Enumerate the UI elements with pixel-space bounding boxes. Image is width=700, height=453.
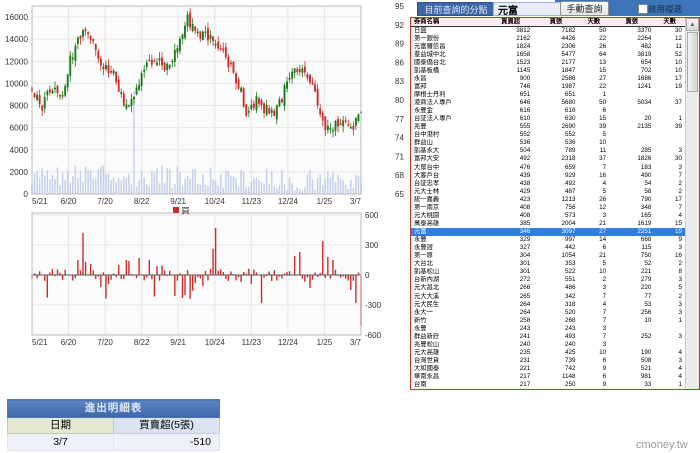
svg-text:-300: -300 — [365, 301, 382, 310]
svg-text:9/21: 9/21 — [170, 197, 186, 206]
svg-text:7/20: 7/20 — [97, 197, 113, 206]
svg-text:5/21: 5/21 — [32, 197, 48, 206]
svg-text:3/7: 3/7 — [350, 338, 362, 347]
svg-text:86: 86 — [395, 58, 404, 67]
svg-text:-600: -600 — [365, 331, 382, 340]
svg-text:7/20: 7/20 — [97, 338, 113, 347]
svg-text:65: 65 — [395, 190, 404, 199]
svg-text:6/20: 6/20 — [61, 338, 77, 347]
svg-text:8/22: 8/22 — [134, 338, 150, 347]
svg-text:2000: 2000 — [10, 167, 29, 177]
svg-text:16000: 16000 — [5, 12, 28, 22]
svg-text:300: 300 — [365, 241, 379, 250]
svg-text:12/24: 12/24 — [278, 197, 299, 206]
svg-text:68: 68 — [395, 171, 404, 180]
svg-text:3/7: 3/7 — [350, 197, 362, 206]
svg-text:6000: 6000 — [10, 123, 29, 133]
svg-text:89: 89 — [395, 40, 404, 49]
svg-text:92: 92 — [395, 21, 404, 30]
svg-text:95: 95 — [395, 2, 404, 11]
svg-text:1/25: 1/25 — [317, 338, 333, 347]
svg-text:14000: 14000 — [5, 34, 28, 44]
svg-text:74: 74 — [395, 134, 404, 143]
svg-text:6/20: 6/20 — [61, 197, 77, 206]
svg-text:買: 買 — [181, 207, 190, 216]
svg-text:71: 71 — [395, 152, 404, 161]
svg-text:12/24: 12/24 — [278, 338, 299, 347]
svg-text:83: 83 — [395, 77, 404, 86]
svg-text:12000: 12000 — [5, 56, 28, 66]
svg-text:10000: 10000 — [5, 78, 28, 88]
svg-text:4000: 4000 — [10, 145, 29, 155]
svg-text:0: 0 — [365, 271, 370, 280]
svg-text:8/22: 8/22 — [134, 197, 150, 206]
svg-text:11/23: 11/23 — [242, 338, 262, 347]
svg-text:0: 0 — [23, 189, 28, 199]
svg-text:80: 80 — [395, 96, 404, 105]
svg-text:77: 77 — [395, 115, 404, 124]
svg-text:1/25: 1/25 — [317, 197, 333, 206]
svg-text:11/23: 11/23 — [242, 197, 262, 206]
svg-text:600: 600 — [365, 211, 379, 220]
svg-text:5/21: 5/21 — [32, 338, 48, 347]
svg-text:9/21: 9/21 — [170, 338, 186, 347]
svg-text:10/24: 10/24 — [205, 338, 226, 347]
svg-text:8000: 8000 — [10, 101, 29, 111]
svg-text:10/24: 10/24 — [205, 197, 226, 206]
